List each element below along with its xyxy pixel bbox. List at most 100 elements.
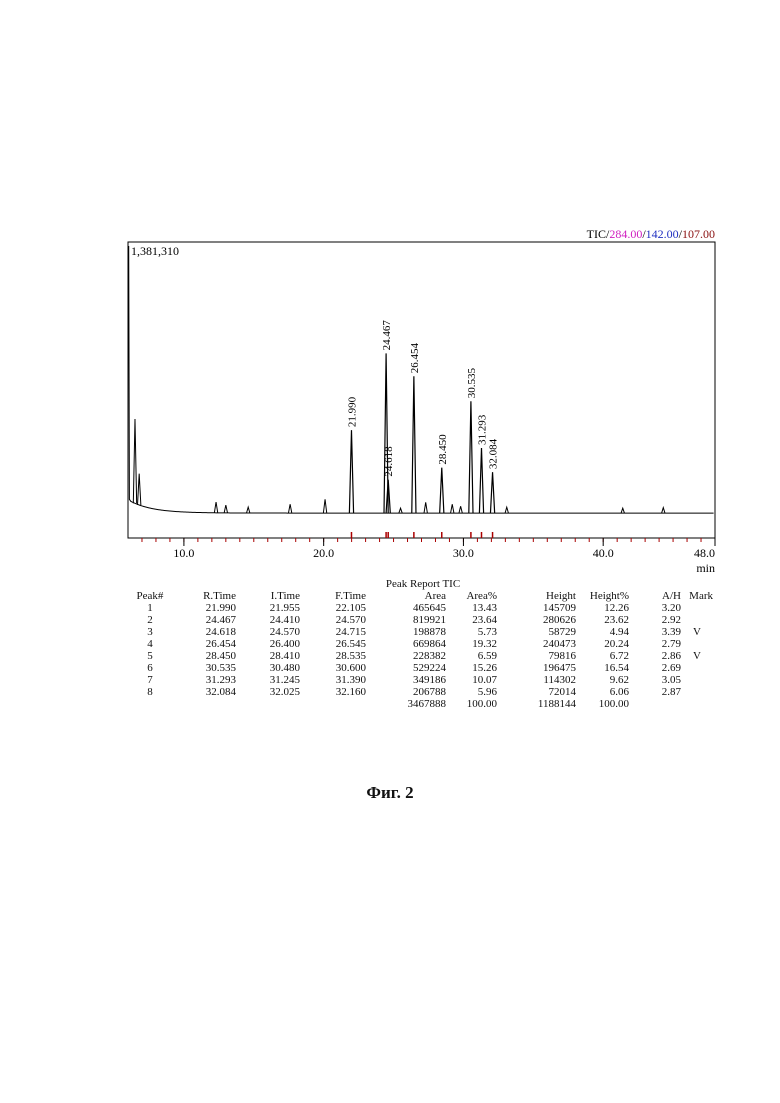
cell-ftime: 32.160 (300, 686, 366, 698)
minor-peak (451, 504, 454, 513)
cell-area: 529224 (366, 662, 446, 674)
cell-ah: 2.79 (629, 638, 681, 650)
cell-mark (681, 602, 713, 614)
cell-peak: 6 (128, 662, 172, 674)
cell-itime: 24.570 (236, 626, 300, 638)
cell-height: 145709 (497, 602, 576, 614)
cell-ah: 3.05 (629, 674, 681, 686)
minor-peak (505, 507, 508, 513)
cell-height-pct: 100.00 (576, 698, 629, 710)
cell-height-pct: 12.26 (576, 602, 629, 614)
cell-itime: 28.410 (236, 650, 300, 662)
cell-peak: 5 (128, 650, 172, 662)
cell-rtime: 30.535 (172, 662, 236, 674)
cell-height-pct: 16.54 (576, 662, 629, 674)
table-row: 224.46724.41024.57081992123.6428062623.6… (128, 614, 713, 626)
peak-label: 28.450 (437, 434, 449, 465)
x-tick-label: 40.0 (593, 546, 614, 560)
x-tick-label: 20.0 (313, 546, 334, 560)
cell-area-pct: 13.43 (446, 602, 497, 614)
minor-peak (224, 505, 227, 513)
chromatogram-chart: TIC/284.00/142.00/107.00 1,381,310 21.99… (0, 0, 780, 600)
cell-ftime: 28.535 (300, 650, 366, 662)
minor-peak (621, 508, 624, 513)
peak-label: 30.535 (466, 368, 478, 399)
figure-caption: Фиг. 2 (300, 783, 480, 803)
cell-mark: V (681, 650, 713, 662)
cell-height: 196475 (497, 662, 576, 674)
cell-area: 3467888 (366, 698, 446, 710)
ion-label-107: 107.00 (682, 227, 715, 241)
cell-ah: 2.92 (629, 614, 681, 626)
minor-peak (288, 504, 291, 513)
cell-peak: 8 (128, 686, 172, 698)
cell-ah: 3.20 (629, 602, 681, 614)
table-row: 832.08432.02532.1602067885.96720146.062.… (128, 686, 713, 698)
cell-itime: 31.245 (236, 674, 300, 686)
peak-label: 24.467 (381, 320, 393, 351)
cell-ftime: 31.390 (300, 674, 366, 686)
cell-mark (681, 614, 713, 626)
cell-mark (681, 638, 713, 650)
cell-itime: 26.400 (236, 638, 300, 650)
tic-label: TIC (587, 227, 606, 241)
cell-height-pct: 6.06 (576, 686, 629, 698)
table-row: 121.99021.95522.10546564513.4314570912.2… (128, 602, 713, 614)
cell-rtime: 24.618 (172, 626, 236, 638)
cell-height-pct: 6.72 (576, 650, 629, 662)
cell-peak: 4 (128, 638, 172, 650)
cell-rtime: 28.450 (172, 650, 236, 662)
chart-marks: 21.99024.46724.61826.45428.45030.53531.2… (128, 246, 715, 560)
cell-rtime: 24.467 (172, 614, 236, 626)
cell-height-pct: 20.24 (576, 638, 629, 650)
cell-area: 465645 (366, 602, 446, 614)
table-row: 324.61824.57024.7151988785.73587294.943.… (128, 626, 713, 638)
cell-height: 240473 (497, 638, 576, 650)
col-height: Height (497, 590, 576, 602)
cell-peak: 7 (128, 674, 172, 686)
cell-peak: 3 (128, 626, 172, 638)
cell-mark (681, 674, 713, 686)
col-area-pct: Area% (446, 590, 497, 602)
cell-height: 72014 (497, 686, 576, 698)
cell-itime: 24.410 (236, 614, 300, 626)
cell-area-pct: 15.26 (446, 662, 497, 674)
cell-ftime (300, 698, 366, 710)
cell-mark (681, 662, 713, 674)
x-tick-label: 10.0 (173, 546, 194, 560)
cell-height-pct: 4.94 (576, 626, 629, 638)
minor-peak (133, 419, 136, 503)
col-peak: Peak# (128, 590, 172, 602)
cell-area-pct: 100.00 (446, 698, 497, 710)
table-header-row: Peak# R.Time I.Time F.Time Area Area% He… (128, 590, 713, 602)
cell-height: 58729 (497, 626, 576, 638)
cell-ah (629, 698, 681, 710)
cell-height: 280626 (497, 614, 576, 626)
cell-ah: 2.86 (629, 650, 681, 662)
cell-itime: 32.025 (236, 686, 300, 698)
max-intensity-label: 1,381,310 (131, 244, 179, 258)
cell-rtime: 26.454 (172, 638, 236, 650)
minor-peak (459, 506, 462, 513)
cell-rtime: 32.084 (172, 686, 236, 698)
col-height-pct: Height% (576, 590, 629, 602)
ion-label-284: 284.00 (609, 227, 642, 241)
cell-mark (681, 686, 713, 698)
cell-peak: 1 (128, 602, 172, 614)
cell-itime: 21.955 (236, 602, 300, 614)
cell-ah: 2.69 (629, 662, 681, 674)
ion-label-142: 142.00 (646, 227, 679, 241)
minor-peak (247, 507, 250, 513)
cell-itime (236, 698, 300, 710)
cell-area-pct: 5.73 (446, 626, 497, 638)
cell-rtime: 31.293 (172, 674, 236, 686)
cell-ftime: 30.600 (300, 662, 366, 674)
cell-area-pct: 5.96 (446, 686, 497, 698)
peak-label: 32.084 (488, 438, 500, 469)
cell-ftime: 26.545 (300, 638, 366, 650)
minor-peak (399, 508, 402, 513)
peak-line (479, 448, 483, 513)
cell-area: 349186 (366, 674, 446, 686)
peak-line (349, 430, 353, 513)
plot-frame (128, 242, 715, 538)
